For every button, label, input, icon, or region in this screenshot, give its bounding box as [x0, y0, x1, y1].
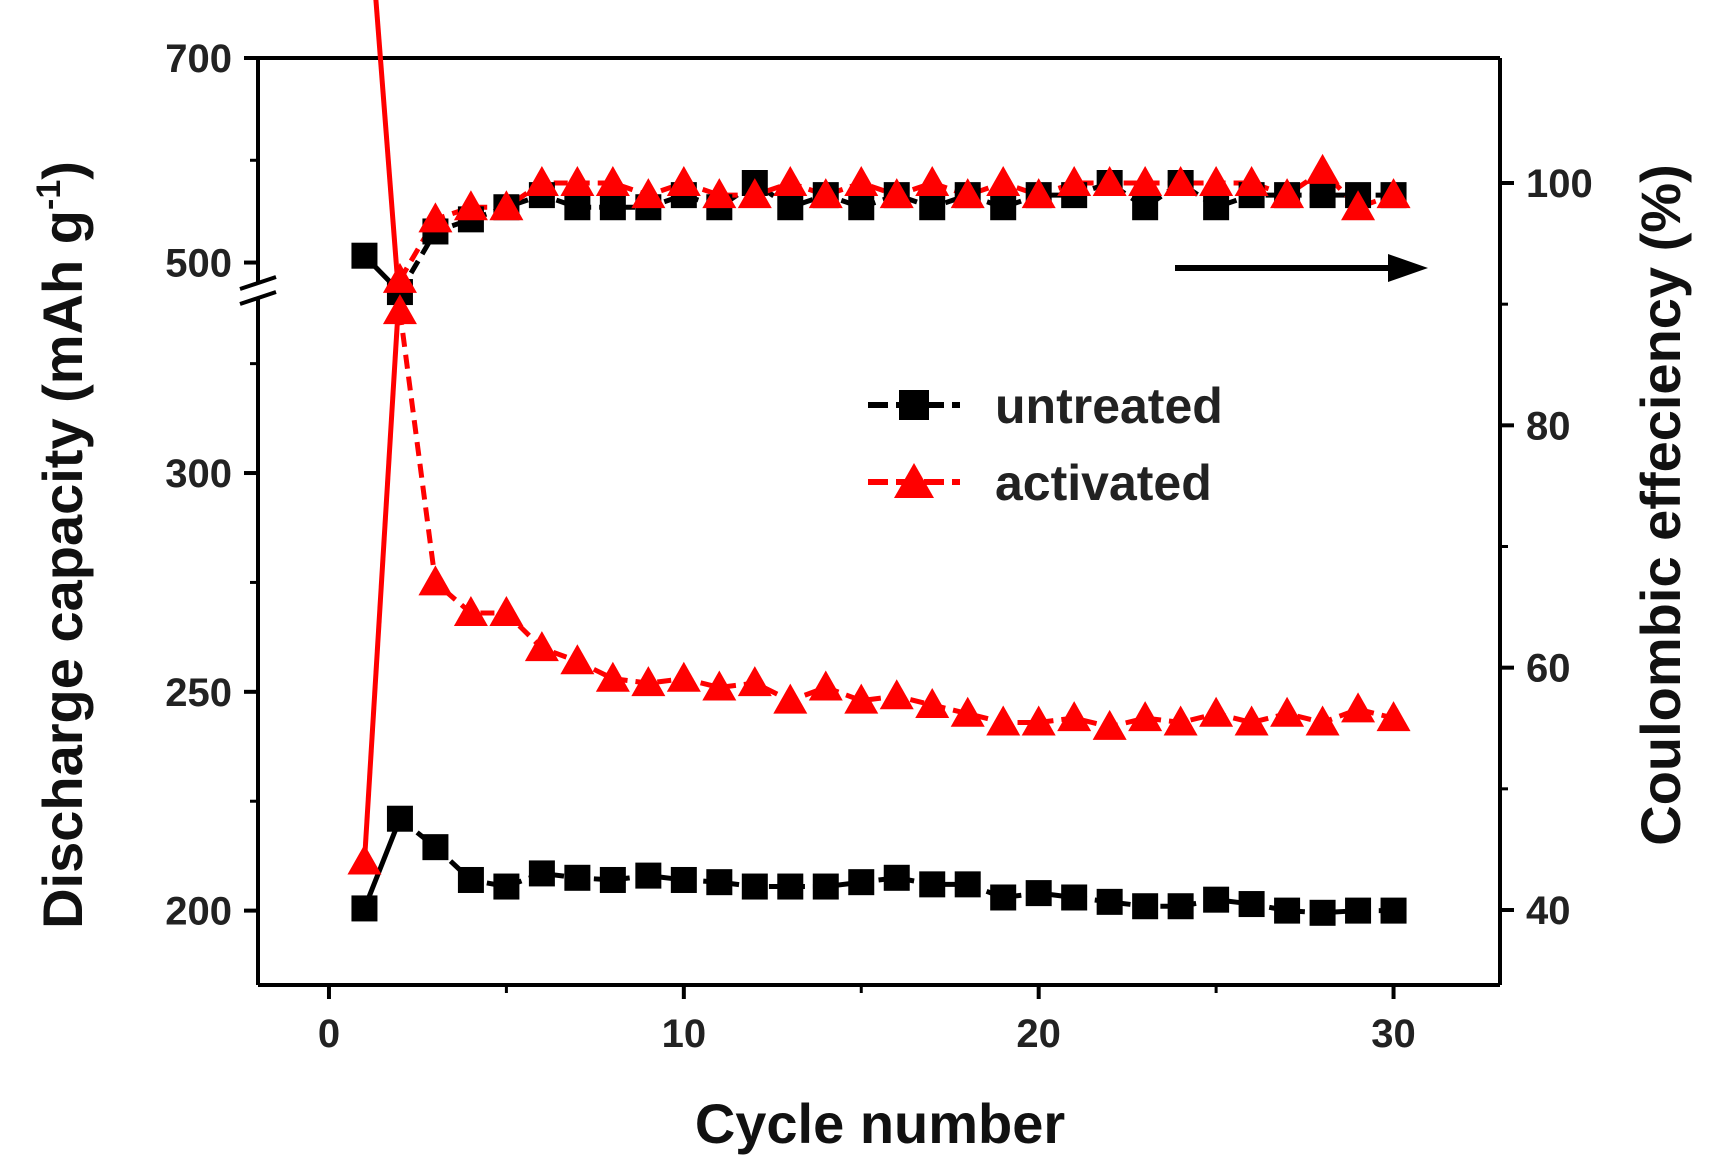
untreated-capacity-point: [564, 865, 590, 891]
activated-efficiency-point: [418, 202, 452, 232]
legend-label-activated: activated: [995, 455, 1212, 511]
activated-capacity-point: [525, 631, 559, 661]
untreated-capacity-point: [1381, 898, 1407, 924]
left-axis-title-close: ): [31, 161, 94, 180]
untreated-capacity-point: [1168, 893, 1194, 919]
untreated-capacity-point: [1061, 884, 1087, 910]
activated-capacity-point: [738, 666, 772, 696]
activated-efficiency-point: [667, 166, 701, 196]
activated-capacity-point: [773, 684, 807, 714]
activated-efficiency-point: [631, 178, 665, 208]
legend-marker-untreated: [899, 390, 929, 420]
untreated-capacity-point: [848, 869, 874, 895]
x-tick-label: 30: [1371, 1012, 1416, 1056]
untreated-capacity-point: [742, 874, 768, 900]
left-tick-label: 200: [165, 890, 232, 934]
untreated-efficiency-point: [990, 194, 1016, 220]
right-tick-label: 100: [1526, 162, 1593, 206]
untreated-capacity-point: [990, 884, 1016, 910]
untreated-capacity-point: [671, 867, 697, 893]
untreated-capacity-point: [529, 860, 555, 886]
untreated-capacity-point: [1274, 898, 1300, 924]
untreated-capacity-point: [919, 871, 945, 897]
series-layer: [347, 0, 1410, 926]
activated-efficiency-point: [915, 166, 949, 196]
activated-capacity-point: [1270, 697, 1304, 727]
chart: 0 10 20 30 200 250 300 500 700 40 60 80 100 untreate…: [0, 0, 1724, 1170]
untreated-capacity-point: [1026, 880, 1052, 906]
untreated-capacity-point: [1203, 887, 1229, 913]
activated-capacity-point: [1093, 710, 1127, 740]
untreated-efficiency-point: [919, 194, 945, 220]
activated-capacity-point: [1341, 692, 1375, 722]
untreated-capacity-point: [777, 874, 803, 900]
untreated-efficiency-point: [777, 194, 803, 220]
right-axis-title: Coulombic effeciency (%): [1629, 164, 1692, 845]
untreated-efficiency-point: [600, 194, 626, 220]
activated-capacity-point: [596, 662, 630, 692]
left-tick-label: 300: [165, 452, 232, 496]
untreated-capacity-point: [493, 874, 519, 900]
left-tick-label: 500: [165, 242, 232, 286]
activated-capacity-point: [667, 662, 701, 692]
untreated-capacity-point: [1132, 893, 1158, 919]
activated-efficiency-point: [1199, 166, 1233, 196]
activated-capacity-point: [1128, 701, 1162, 731]
activated-efficiency-line-solid: [364, 280, 399, 862]
x-tick-label: 0: [318, 1012, 340, 1056]
legend: untreated activated: [868, 378, 1223, 511]
arrow-head: [1388, 254, 1428, 282]
activated-capacity-point: [1057, 701, 1091, 731]
untreated-capacity-point: [635, 863, 661, 889]
left-axis-title-main: Discharge capacity (mAh g: [31, 210, 94, 929]
activated-capacity-point: [880, 679, 914, 709]
untreated-capacity-point: [706, 869, 732, 895]
untreated-efficiency-point: [848, 194, 874, 220]
activated-capacity-point: [1199, 697, 1233, 727]
untreated-efficiency-point: [351, 243, 377, 269]
untreated-capacity-point: [387, 806, 413, 832]
activated-efficiency-point: [773, 166, 807, 196]
left-tick-label: 700: [165, 37, 232, 81]
activated-capacity-point: [489, 596, 523, 626]
untreated-efficiency-point: [1132, 194, 1158, 220]
right-tick-label: 80: [1526, 404, 1571, 448]
untreated-capacity-point: [1345, 898, 1371, 924]
left-axis-title-sup: -1: [30, 180, 68, 210]
untreated-capacity-point: [1310, 900, 1336, 926]
untreated-efficiency-point: [564, 194, 590, 220]
untreated-efficiency-point: [1203, 194, 1229, 220]
untreated-efficiency-point: [1310, 182, 1336, 208]
right-tick-label: 60: [1526, 647, 1571, 691]
untreated-capacity-point: [458, 867, 484, 893]
axis-break-marks: [240, 277, 276, 304]
activated-capacity-point: [809, 670, 843, 700]
activated-capacity-point: [418, 565, 452, 595]
untreated-capacity-point: [351, 895, 377, 921]
activated-efficiency-point: [1306, 154, 1340, 184]
activated-capacity-point: [986, 705, 1020, 735]
activated-efficiency-point: [844, 166, 878, 196]
activated-efficiency-point: [347, 845, 381, 875]
legend-label-untreated: untreated: [995, 378, 1223, 434]
x-axis-title: Cycle number: [695, 1092, 1065, 1155]
untreated-capacity-point: [600, 867, 626, 893]
activated-capacity-line: [400, 311, 1394, 727]
x-tick-label: 20: [1016, 1012, 1061, 1056]
left-tick-label: 250: [165, 671, 232, 715]
untreated-capacity-point: [422, 834, 448, 860]
untreated-capacity-point: [1239, 891, 1265, 917]
untreated-capacity-point: [955, 871, 981, 897]
untreated-capacity-point: [884, 865, 910, 891]
untreated-capacity-point: [813, 874, 839, 900]
untreated-capacity-point: [1097, 889, 1123, 915]
right-tick-label: 40: [1526, 889, 1571, 933]
x-tick-label: 10: [662, 1012, 707, 1056]
efficiency-axis-arrow: [1175, 254, 1428, 282]
left-axis-title: Discharge capacity (mAh g-1): [30, 161, 94, 929]
activated-efficiency-point: [986, 166, 1020, 196]
